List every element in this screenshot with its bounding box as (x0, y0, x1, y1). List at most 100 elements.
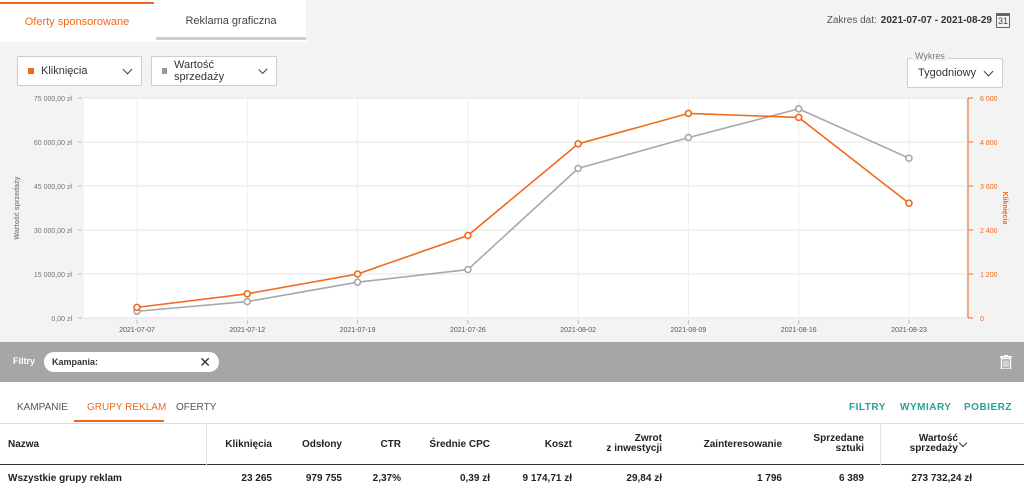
header-cost[interactable]: Koszt (544, 439, 572, 450)
series-line-sales (136, 108, 910, 313)
x-tick-label: 2021-08-09 (671, 327, 707, 334)
calendar-icon[interactable]: 31 (996, 13, 1010, 28)
left-tick-label: 75 000,00 zł (34, 96, 73, 103)
cell-sold-units: 6 389 (838, 473, 864, 484)
cell-name: Wszystkie grupy reklam (8, 473, 122, 484)
x-tick-label: 2021-07-19 (340, 327, 376, 334)
data-point-sales (574, 164, 582, 173)
data-point-clicks (243, 290, 252, 298)
header-roi-line2: z inwestycji (606, 443, 662, 454)
x-tick-label: 2021-08-16 (781, 327, 817, 334)
tab-offers[interactable]: OFERTY (176, 402, 217, 413)
header-name[interactable]: Nazwa (8, 439, 40, 450)
date-range[interactable]: Zakres dat: 2021-07-07 - 2021-08-29 31 (827, 13, 1010, 28)
trash-icon[interactable] (1000, 355, 1012, 369)
header-interest[interactable]: Zainteresowanie (703, 439, 782, 450)
chevron-down-icon (258, 64, 268, 74)
x-tick-label: 2021-07-07 (119, 327, 155, 334)
cell-cost: 9 174,71 zł (522, 473, 572, 484)
calendar-day: 31 (997, 16, 1008, 26)
left-tick-label: 60 000,00 zł (34, 140, 73, 147)
chart-period-label: Wykres (912, 51, 948, 61)
chevron-down-icon (983, 66, 994, 76)
gray-square-icon (162, 68, 168, 74)
metric2-dropdown[interactable]: Wartość sprzedaży (151, 56, 277, 86)
dimensions-button[interactable]: WYMIARY (900, 402, 952, 413)
data-point-clicks (464, 231, 472, 240)
top-bar-background (306, 0, 1024, 42)
header-sold-line1: Sprzedane (813, 433, 864, 444)
header-clicks[interactable]: Kliknięcia (225, 439, 272, 450)
chart-period-value: Tygodniowy (918, 67, 977, 79)
data-point-clicks (574, 140, 582, 148)
data-point-sales (353, 278, 362, 287)
campaign-filter-label: Kampania: (52, 357, 99, 367)
header-sold-units[interactable]: Sprzedane sztuki (813, 434, 864, 454)
right-tick-label: 2 400 (980, 228, 998, 235)
cell-clicks: 23 265 (241, 473, 272, 484)
x-tick-label: 2021-08-23 (891, 327, 927, 334)
download-button[interactable]: POBIERZ (964, 402, 1012, 413)
right-tick-label: 3 600 (980, 184, 998, 191)
header-views[interactable]: Odsłony (301, 439, 342, 450)
header-value-line1: Wartość (918, 433, 958, 444)
top-tab-bar: Oferty sponsorowane Reklama graficzna Za… (0, 0, 1024, 42)
tab-graphic-ads[interactable]: Reklama graficzna (156, 2, 306, 40)
campaign-filter-chip[interactable]: Kampania: ✕ (44, 352, 219, 372)
data-point-sales (684, 133, 693, 142)
table-row[interactable]: Wszystkie grupy reklam 23 265 979 755 2,… (0, 466, 1024, 490)
data-point-clicks (353, 270, 362, 278)
chart-panel: 0,00 zł 0 15 000,00 zł 1 200 30 000,00 zł 2 4… (0, 42, 1024, 342)
header-sales-value[interactable]: Wartość sprzedaży (910, 434, 958, 454)
metric2-label: Wartość sprzedaży (174, 59, 225, 83)
x-tick-label: 2021-07-12 (229, 327, 265, 334)
left-tick-label: 15 000,00 zł (34, 272, 73, 279)
data-point-sales (905, 154, 913, 162)
right-tick-label: 0 (980, 316, 984, 323)
close-icon[interactable]: ✕ (199, 353, 211, 370)
metric1-dropdown[interactable]: Kliknięcia (17, 56, 142, 86)
data-point-clicks (133, 303, 141, 312)
lower-tabs-bar: KAMPANIE GRUPY REKLAM OFERTY FILTRY WYMI… (0, 382, 1024, 422)
cell-sales-value: 273 732,24 zł (911, 473, 972, 484)
filter-bar: Filtry Kampania: ✕ (0, 342, 1024, 382)
date-range-value: 2021-07-07 - 2021-08-29 (880, 15, 992, 26)
data-point-clicks (684, 109, 693, 118)
tab-sponsored-offers[interactable]: Oferty sponsorowane (0, 2, 154, 40)
metric1-label: Kliknięcia (41, 65, 88, 77)
filters-button[interactable]: FILTRY (849, 402, 886, 413)
header-cpc[interactable]: Średnie CPC (429, 439, 490, 450)
header-roi-line1: Zwrot (634, 433, 662, 444)
left-axis-title: Wartość sprzedaży (14, 176, 21, 239)
header-roi[interactable]: Zwrot z inwestycji (606, 434, 662, 454)
left-tick-label: 30 000,00 zł (34, 228, 73, 235)
data-point-clicks (794, 113, 803, 122)
right-tick-label: 6 000 (980, 96, 998, 103)
sort-chevron-icon[interactable] (958, 438, 968, 448)
left-tick-label: 0,00 zł (51, 316, 72, 323)
cell-cpc: 0,39 zł (459, 473, 490, 484)
active-tab-underline (74, 420, 164, 422)
data-point-sales (243, 297, 252, 306)
tab-ad-groups[interactable]: GRUPY REKLAM (87, 402, 167, 413)
left-tick-label: 45 000,00 zł (34, 184, 73, 191)
date-range-label: Zakres dat: (826, 15, 877, 26)
right-tick-label: 1 200 (980, 272, 998, 279)
cell-ctr: 2,37% (372, 473, 401, 484)
cell-interest: 1 796 (756, 473, 782, 484)
table-header: Nazwa Kliknięcia Odsłony CTR Średnie CPC… (0, 423, 1024, 465)
cell-views: 979 755 (305, 473, 342, 484)
data-point-sales (794, 105, 803, 113)
column-divider (880, 423, 881, 490)
plot-area (84, 98, 966, 318)
header-value-line2: sprzedaży (909, 443, 958, 454)
data-point-sales (464, 265, 472, 274)
data-point-clicks (905, 199, 913, 208)
x-tick-label: 2021-08-02 (560, 327, 596, 334)
right-tick-label: 4 800 (980, 140, 998, 147)
header-ctr[interactable]: CTR (380, 439, 401, 450)
header-sold-line2: sztuki (835, 443, 864, 454)
orange-square-icon (28, 68, 34, 74)
chart-period-select[interactable]: Tygodniowy (907, 58, 1003, 88)
tab-campaigns[interactable]: KAMPANIE (17, 402, 68, 413)
